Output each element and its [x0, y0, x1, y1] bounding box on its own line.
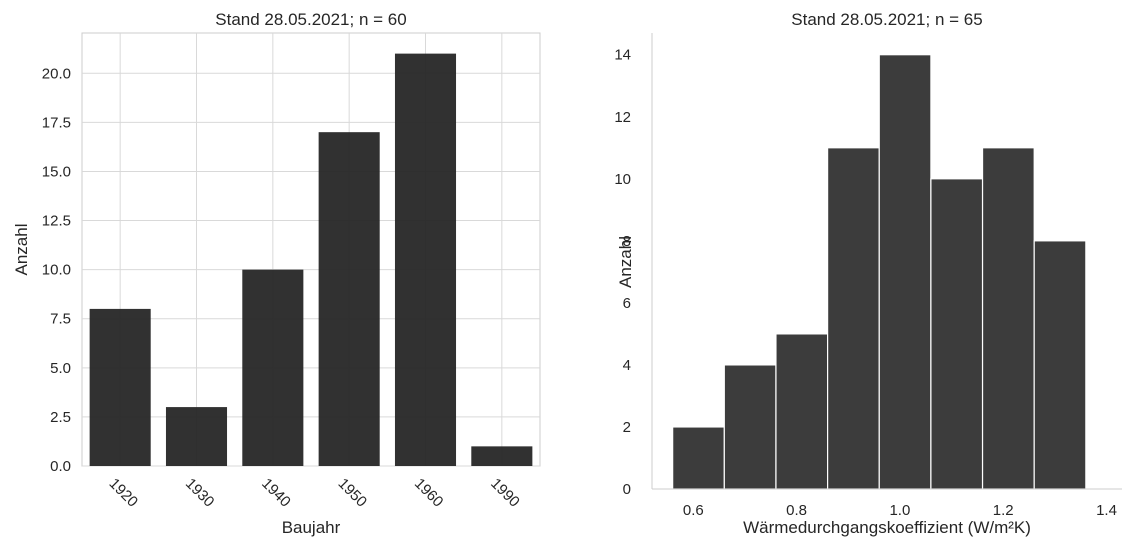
left-bar-1940 [242, 269, 304, 466]
right-chart: 0 2 4 6 8 10 12 14 0.6 0.8 1.0 1.2 1.4 Stand 28.05.… [614, 10, 1122, 537]
left-y-tick-label: 0.0 [50, 458, 71, 475]
right-y-tick-label: 0 [623, 481, 631, 498]
left-y-tick-labels: 0.0 2.5 5.0 7.5 10.0 12.5 15.0 17.5 20.0 [42, 65, 71, 475]
right-histogram-bar [723, 364, 777, 490]
right-histogram-bar [878, 54, 932, 490]
right-histogram-bars [672, 54, 1087, 490]
right-y-tick-label: 6 [623, 295, 631, 312]
right-x-tick-label: 0.8 [786, 502, 807, 519]
left-chart-title: Stand 28.05.2021; n = 60 [215, 10, 406, 29]
left-x-tick-labels: 1920 1930 1940 1950 1960 1990 [106, 475, 523, 511]
right-x-tick-label: 0.6 [683, 502, 704, 519]
right-y-tick-label: 8 [623, 233, 631, 250]
right-x-tick-label: 1.4 [1096, 502, 1117, 519]
left-y-tick-label: 17.5 [42, 114, 71, 131]
right-histogram-bar [930, 178, 984, 490]
right-chart-title: Stand 28.05.2021; n = 65 [791, 10, 982, 29]
left-y-tick-label: 7.5 [50, 311, 71, 328]
left-y-tick-label: 5.0 [50, 360, 71, 377]
left-bar-1950 [318, 132, 380, 467]
left-x-tick-label: 1950 [335, 475, 371, 511]
left-bar-1960 [394, 53, 457, 466]
right-y-tick-label: 10 [614, 171, 631, 188]
right-x-tick-label: 1.2 [993, 502, 1014, 519]
left-bars [89, 53, 533, 467]
left-x-tick-label: 1930 [182, 475, 218, 511]
right-y-tick-label: 14 [614, 47, 631, 64]
right-x-tick-labels: 0.6 0.8 1.0 1.2 1.4 [683, 502, 1117, 519]
left-x-tick-label: 1990 [487, 475, 523, 511]
right-histogram-bar [775, 333, 829, 490]
left-bar-1990 [471, 446, 533, 466]
right-y-tick-label: 2 [623, 419, 631, 436]
left-y-tick-label: 10.0 [42, 262, 71, 279]
right-y-tick-label: 12 [614, 109, 631, 126]
left-y-tick-label: 20.0 [42, 65, 71, 82]
left-bar-1920 [89, 308, 151, 466]
left-y-tick-label: 15.0 [42, 163, 71, 180]
right-y-tick-labels: 0 2 4 6 8 10 12 14 [614, 47, 631, 498]
left-x-tick-label: 1940 [258, 475, 294, 511]
right-y-tick-label: 4 [623, 357, 631, 374]
right-x-axis-label: Wärmedurchgangskoeffizient (W/m²K) [743, 518, 1031, 537]
left-chart: 0.0 2.5 5.0 7.5 10.0 12.5 15.0 17.5 20.0 1920 193… [12, 10, 541, 537]
left-y-axis-label: Anzahl [12, 224, 31, 276]
right-histogram-bar [672, 426, 725, 490]
right-histogram-bar [1033, 240, 1087, 490]
right-histogram-bar [981, 147, 1035, 490]
left-x-tick-label: 1920 [106, 475, 142, 511]
right-x-tick-label: 1.0 [889, 502, 910, 519]
left-y-tick-label: 12.5 [42, 213, 71, 230]
left-y-tick-label: 2.5 [50, 409, 71, 426]
right-y-axis-label: Anzahl [616, 236, 635, 288]
left-x-tick-label: 1960 [411, 475, 447, 511]
left-bar-1930 [165, 407, 228, 466]
left-x-axis-label: Baujahr [282, 518, 341, 537]
right-histogram-bar [827, 147, 880, 490]
